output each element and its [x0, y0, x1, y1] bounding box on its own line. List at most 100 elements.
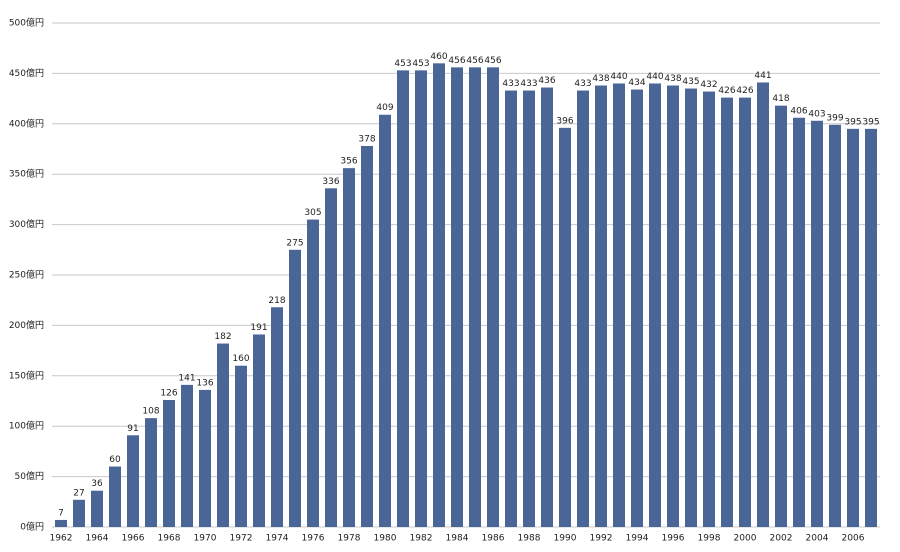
bar: [505, 90, 517, 527]
value-label: 36: [91, 479, 103, 489]
bar: [91, 490, 103, 527]
bar: [307, 219, 319, 527]
y-tick-label: 0億円: [20, 521, 44, 533]
bar: [541, 87, 553, 528]
bar: [343, 168, 355, 528]
value-label: 432: [700, 80, 717, 90]
x-tick-label: 1966: [122, 534, 145, 544]
y-tick-label: 50億円: [15, 470, 44, 482]
y-tick-label: 100億円: [9, 420, 44, 432]
bar: [199, 389, 211, 527]
bar: [793, 117, 805, 527]
bar: [145, 418, 157, 527]
value-label: 395: [862, 117, 879, 127]
bar: [847, 128, 859, 527]
value-label: 436: [538, 76, 555, 86]
value-label: 108: [142, 407, 159, 417]
value-label: 141: [178, 373, 195, 383]
x-tick-label: 2006: [842, 534, 865, 544]
y-tick-label: 400億円: [9, 117, 44, 129]
value-label: 426: [736, 86, 753, 96]
bar: [739, 97, 751, 527]
x-tick-label: 1986: [482, 534, 505, 544]
bar: [631, 89, 643, 527]
value-label: 7: [58, 508, 64, 518]
value-label: 336: [322, 177, 339, 187]
bar: [487, 67, 499, 528]
bar: [865, 128, 877, 527]
x-tick-label: 1982: [410, 534, 433, 544]
x-tick-label: 1992: [590, 534, 613, 544]
x-tick-label: 1974: [266, 534, 289, 544]
value-label: 440: [610, 72, 627, 82]
y-tick-label: 500億円: [9, 17, 44, 29]
bar: [703, 91, 715, 527]
value-label: 136: [196, 378, 213, 388]
bar: [649, 83, 661, 527]
x-tick-label: 1996: [662, 534, 685, 544]
bar: [757, 82, 769, 528]
value-label: 438: [592, 74, 609, 84]
value-label: 453: [412, 59, 429, 69]
x-tick-label: 2000: [734, 534, 757, 544]
value-label: 356: [340, 157, 357, 167]
value-label: 396: [556, 116, 573, 126]
x-tick-label: 1990: [554, 534, 577, 544]
x-tick-label: 1964: [86, 534, 109, 544]
bar: [109, 466, 121, 527]
bar: [721, 97, 733, 527]
value-label: 403: [808, 109, 825, 119]
value-label: 435: [682, 77, 699, 87]
value-label: 406: [790, 106, 807, 116]
x-tick-label: 1994: [626, 534, 649, 544]
bar: [451, 67, 463, 528]
value-label: 126: [160, 388, 177, 398]
bar: [667, 85, 679, 527]
bar: [253, 334, 265, 527]
x-tick-label: 1976: [302, 534, 325, 544]
value-label: 433: [502, 79, 519, 89]
bar: [361, 145, 373, 527]
bar: [415, 70, 427, 527]
bar: [55, 519, 67, 527]
x-tick-label: 1988: [518, 534, 541, 544]
y-tick-label: 300億円: [9, 218, 44, 230]
x-tick-label: 1972: [230, 534, 253, 544]
y-tick-label: 250億円: [9, 269, 44, 281]
bar: [559, 127, 571, 527]
value-label: 438: [664, 74, 681, 84]
x-tick-label: 1962: [50, 534, 73, 544]
bar: [127, 435, 139, 527]
x-tick-label: 1978: [338, 534, 361, 544]
value-label: 399: [826, 113, 843, 123]
x-tick-label: 1998: [698, 534, 721, 544]
y-tick-label: 350億円: [9, 168, 44, 180]
value-label: 433: [520, 79, 537, 89]
value-label: 60: [109, 455, 121, 465]
y-tick-label: 200億円: [9, 319, 44, 331]
value-label: 456: [484, 56, 501, 66]
x-tick-label: 1968: [158, 534, 181, 544]
x-tick-label: 2004: [806, 534, 829, 544]
value-label: 441: [754, 71, 771, 81]
bar: [811, 120, 823, 527]
value-label: 409: [376, 103, 393, 113]
value-label: 426: [718, 86, 735, 96]
bar: [379, 114, 391, 527]
value-label: 218: [268, 296, 285, 306]
value-label: 275: [286, 238, 303, 248]
value-label: 395: [844, 117, 861, 127]
bar: [523, 90, 535, 527]
x-tick-label: 1970: [194, 534, 217, 544]
bar: [685, 88, 697, 528]
bar: [397, 70, 409, 527]
bar: [577, 90, 589, 527]
value-label: 182: [214, 332, 231, 342]
bar: [235, 365, 247, 527]
value-label: 440: [646, 72, 663, 82]
value-label: 91: [127, 424, 138, 434]
value-label: 160: [232, 354, 249, 364]
bar: [289, 249, 301, 528]
y-tick-label: 150億円: [9, 369, 44, 381]
bar: [469, 67, 481, 528]
